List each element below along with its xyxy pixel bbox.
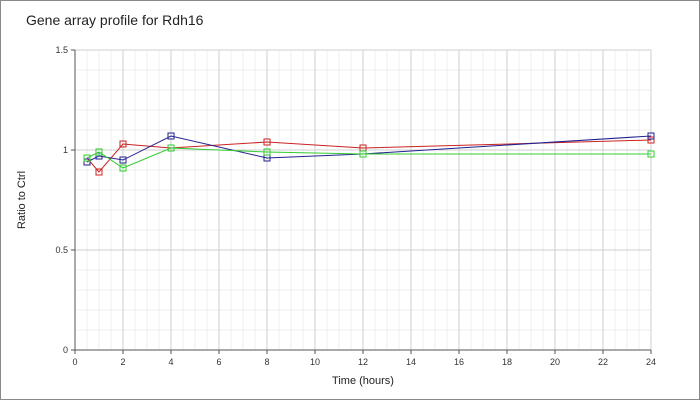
x-tick-label: 12 — [358, 357, 368, 367]
data-point — [647, 150, 655, 158]
y-axis-ticks: 0 0.5 1 1.5 — [55, 45, 75, 355]
y-tick-label: 1.5 — [55, 45, 68, 55]
y-axis-label: Ratio to Ctrl — [16, 171, 28, 229]
x-tick-label: 16 — [454, 357, 464, 367]
y-tick-label: 0 — [63, 345, 68, 355]
y-tick-label: 1 — [63, 145, 68, 155]
x-tick-label: 6 — [216, 357, 221, 367]
data-point — [119, 140, 127, 148]
x-tick-label: 4 — [168, 357, 173, 367]
y-tick-label: 0.5 — [55, 245, 68, 255]
x-tick-label: 22 — [598, 357, 608, 367]
data-point — [119, 164, 127, 172]
x-tick-label: 24 — [646, 357, 656, 367]
data-point — [647, 136, 655, 144]
data-point — [263, 138, 271, 146]
series-layer — [83, 132, 655, 176]
x-tick-label: 8 — [264, 357, 269, 367]
data-point — [263, 148, 271, 156]
data-point — [647, 132, 655, 140]
series-3 — [83, 144, 655, 172]
data-point — [359, 150, 367, 158]
x-tick-label: 0 — [72, 357, 77, 367]
x-tick-label: 2 — [120, 357, 125, 367]
x-axis-label: Time (hours) — [332, 375, 394, 387]
series-line — [86, 147, 651, 169]
data-point — [95, 168, 103, 176]
chart-title: Gene array profile for Rdh16 — [26, 12, 204, 28]
data-point — [95, 148, 103, 156]
data-point — [167, 144, 175, 152]
x-tick-label: 10 — [310, 357, 320, 367]
data-point — [95, 152, 103, 160]
x-tick-label: 20 — [550, 357, 560, 367]
data-point — [83, 158, 91, 166]
data-point — [167, 132, 175, 140]
x-axis-ticks: 0 2 4 6 8 10 12 14 16 18 20 22 24 — [72, 350, 656, 367]
x-tick-label: 14 — [406, 357, 416, 367]
data-point — [83, 154, 91, 162]
x-tick-label: 18 — [502, 357, 512, 367]
data-point — [119, 156, 127, 164]
